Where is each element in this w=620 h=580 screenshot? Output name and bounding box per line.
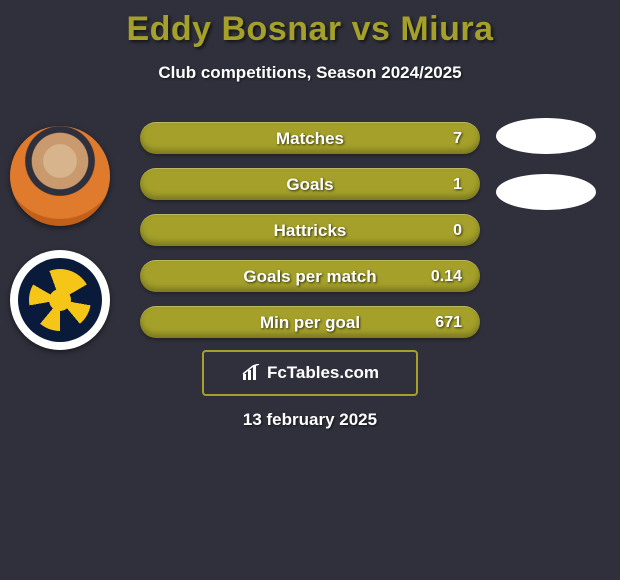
stat-label: Matches — [276, 129, 344, 149]
stat-label: Min per goal — [260, 313, 360, 333]
club-badge-core — [49, 289, 71, 311]
player-avatar — [10, 126, 110, 226]
brand-box: FcTables.com — [202, 350, 418, 396]
club-badge — [10, 250, 110, 350]
stat-label: Goals — [286, 175, 333, 195]
club-badge-swirl — [29, 269, 91, 331]
opponent-placeholder — [496, 118, 596, 154]
stat-value: 1 — [453, 176, 462, 194]
stat-bar-hattricks: Hattricks 0 — [140, 214, 480, 246]
opponent-placeholder — [496, 174, 596, 210]
page-title: Eddy Bosnar vs Miura — [0, 0, 620, 49]
stat-value: 0.14 — [431, 268, 462, 286]
player-column — [8, 126, 112, 350]
stat-bar-goals-per-match: Goals per match 0.14 — [140, 260, 480, 292]
club-badge-inner — [18, 258, 102, 342]
stat-bar-goals: Goals 1 — [140, 168, 480, 200]
stat-bar-matches: Matches 7 — [140, 122, 480, 154]
stat-label: Goals per match — [243, 267, 376, 287]
brand-text: FcTables.com — [267, 363, 379, 383]
stat-label: Hattricks — [274, 221, 347, 241]
stat-value: 671 — [435, 314, 462, 332]
bar-chart-icon — [241, 364, 263, 382]
subtitle: Club competitions, Season 2024/2025 — [0, 63, 620, 83]
stat-value: 0 — [453, 222, 462, 240]
opponent-column — [490, 118, 602, 210]
date-text: 13 february 2025 — [0, 410, 620, 430]
stat-value: 7 — [453, 130, 462, 148]
stat-bar-min-per-goal: Min per goal 671 — [140, 306, 480, 338]
stats-bars: Matches 7 Goals 1 Hattricks 0 Goals per … — [140, 122, 480, 338]
